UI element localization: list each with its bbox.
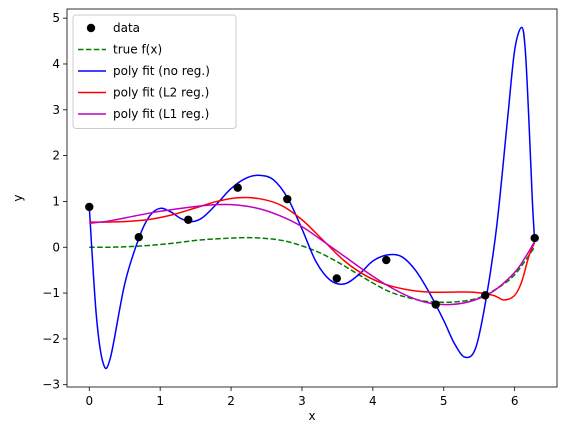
- x-axis: 0 1 2 3 4 5 6: [85, 387, 518, 408]
- y-tick-label: 1: [52, 194, 60, 208]
- legend-label-poly-fit-no-reg: poly fit (no reg.): [113, 64, 210, 78]
- x-tick-label: 6: [511, 394, 519, 408]
- x-tick-label: 2: [227, 394, 235, 408]
- data-point: [382, 255, 391, 265]
- y-tick-label: 0: [52, 240, 60, 254]
- data-point: [233, 183, 242, 192]
- legend: data true f(x) poly fit (no reg.) poly fit …: [72, 14, 237, 129]
- data-point: [481, 291, 490, 300]
- legend-marker-data: [86, 23, 96, 33]
- series-line-poly-fit-l2-reg: [89, 196, 536, 301]
- data-point: [85, 202, 94, 212]
- series-layer: [85, 26, 539, 370]
- y-tick-label: −3: [42, 378, 60, 392]
- data-point: [431, 300, 440, 309]
- series-line-poly-fit-no-reg: [88, 26, 536, 370]
- legend-box: [72, 14, 237, 129]
- y-tick-label: −2: [42, 332, 60, 346]
- data-point: [134, 232, 143, 242]
- legend-label-true-f-x: true f(x): [113, 43, 162, 57]
- y-tick-label: 5: [52, 11, 60, 25]
- series-line-poly-fit-l1-reg: [89, 203, 536, 306]
- y-tick-label: 4: [52, 57, 60, 71]
- y-tick-label: 2: [52, 149, 60, 163]
- legend-label-poly-fit-l2-reg: poly fit (L2 reg.): [113, 86, 209, 100]
- legend-label-poly-fit-l1-reg: poly fit (L1 reg.): [113, 107, 209, 121]
- y-tick-label: 3: [52, 103, 60, 117]
- data-point: [530, 233, 539, 243]
- data-point: [332, 274, 341, 283]
- y-axis: −3 −2 −1 0 1 2 3 4 5: [42, 11, 67, 392]
- x-tick-label: 1: [156, 394, 164, 408]
- y-tick-label: −1: [42, 286, 60, 300]
- x-axis-label: x: [308, 409, 315, 423]
- data-point: [184, 215, 193, 224]
- y-axis-label: y: [11, 194, 25, 201]
- data-point: [283, 194, 292, 204]
- x-tick-label: 5: [440, 394, 448, 408]
- x-tick-label: 0: [85, 394, 93, 408]
- x-tick-label: 4: [369, 394, 377, 408]
- axes-border: [66, 8, 558, 388]
- legend-label-data: data: [113, 21, 140, 35]
- x-tick-label: 3: [298, 394, 306, 408]
